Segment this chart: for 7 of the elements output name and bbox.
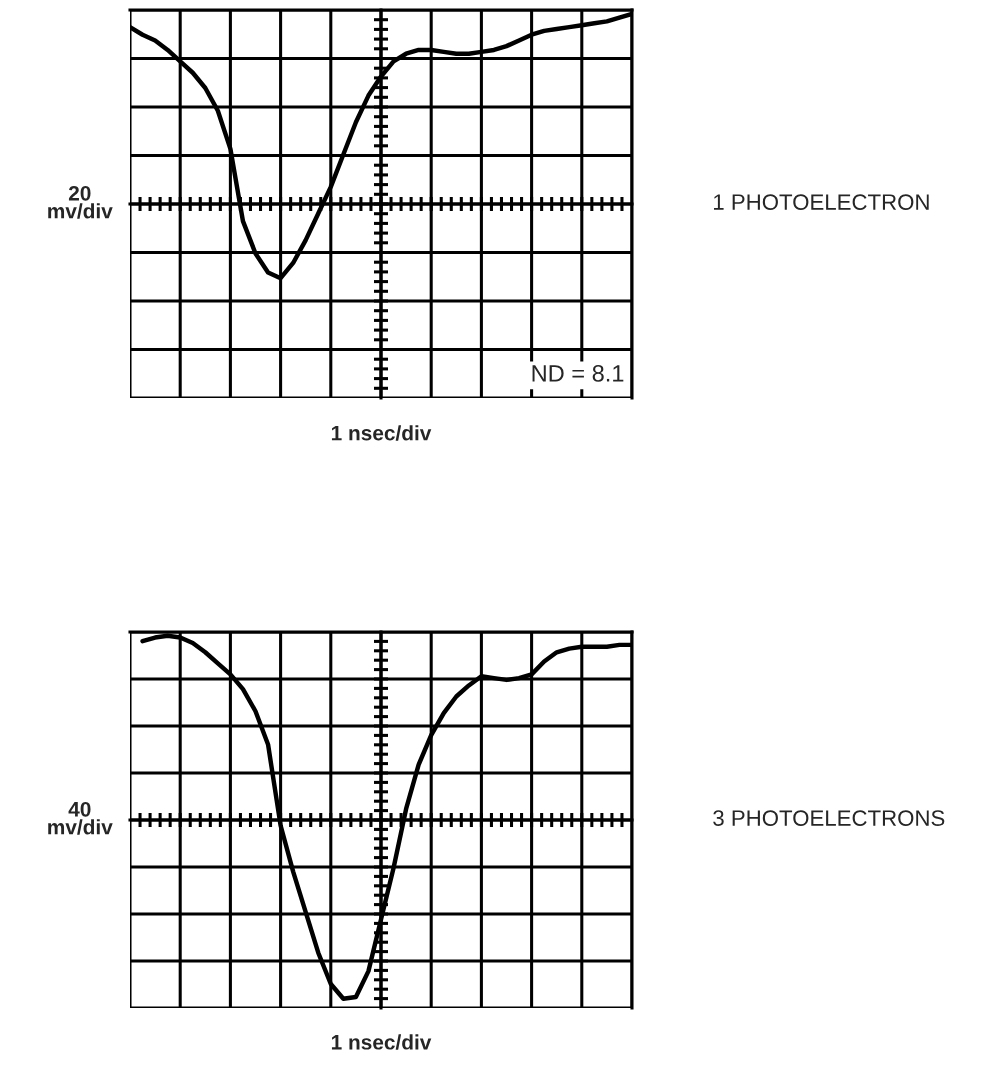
x-axis-title: 1 nsec/div bbox=[331, 1034, 432, 1050]
y-axis-title: 20 mv/div bbox=[48, 185, 113, 219]
y-axis-title: 40 mv/div bbox=[48, 801, 113, 835]
text: ND = 8.1 bbox=[532, 364, 624, 382]
x-axis-title: 1 nsec/div bbox=[331, 425, 432, 441]
text: 3 PHOTOELECTRONS bbox=[713, 810, 945, 826]
text: 1 PHOTOELECTRON bbox=[714, 194, 929, 210]
